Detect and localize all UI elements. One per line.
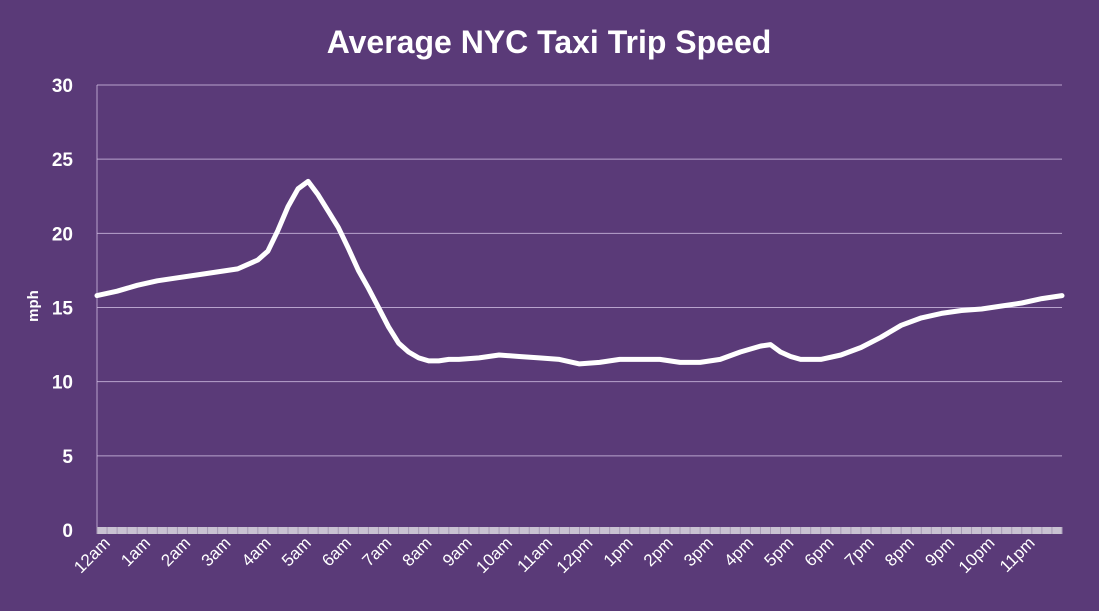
series-line-0 — [94, 178, 1065, 367]
x-tick-label-5pm: 5pm — [761, 533, 798, 570]
x-tick-label-12am: 12am — [70, 533, 114, 577]
y-tick-label-15: 15 — [52, 299, 74, 320]
x-tick-label-2am: 2am — [157, 533, 194, 570]
x-tick-label-10pm: 10pm — [955, 533, 999, 577]
x-tick-label-10am: 10am — [472, 533, 516, 577]
x-tick-label-9pm: 9pm — [921, 533, 958, 570]
x-tick-label-7am: 7am — [358, 533, 395, 570]
x-tick-label-7pm: 7pm — [841, 533, 878, 570]
x-tick-label-8am: 8am — [399, 533, 436, 570]
y-tick-labels: 0 5 10 15 20 25 30 — [52, 76, 74, 542]
x-tick-label-11pm: 11pm — [996, 533, 1039, 576]
y-axis-label: mph — [25, 290, 42, 322]
x-tick-label-2pm: 2pm — [640, 533, 677, 570]
x-tick-label-3pm: 3pm — [680, 533, 717, 570]
y-tick-label-20: 20 — [52, 224, 73, 245]
y-tick-label-5: 5 — [62, 447, 73, 468]
grid-lines — [97, 84, 1062, 457]
x-tick-label-8pm: 8pm — [881, 533, 918, 570]
series-layer — [94, 178, 1065, 367]
chart-title: Average NYC Taxi Trip Speed — [327, 24, 772, 60]
x-tick-label-3am: 3am — [198, 533, 235, 570]
y-tick-label-30: 30 — [52, 76, 73, 97]
axes — [96, 85, 1063, 534]
x-tick-label-1pm: 1pm — [600, 533, 637, 570]
x-tick-label-4am: 4am — [238, 533, 275, 570]
x-tick-label-11am: 11am — [514, 533, 557, 576]
y-tick-label-0: 0 — [62, 521, 73, 542]
x-tick-label-4pm: 4pm — [720, 533, 757, 570]
x-tick-label-6am: 6am — [318, 533, 355, 570]
x-tick-label-1am: 1am — [117, 533, 154, 570]
y-tick-label-25: 25 — [52, 150, 74, 171]
x-tick-label-9am: 9am — [439, 533, 476, 570]
x-tick-labels: 12am 1am 2am 3am 4am 5am 6am 7am 8am 9am10am11am1… — [70, 533, 1038, 577]
x-tick-label-6pm: 6pm — [801, 533, 838, 570]
x-tick-label-5am: 5am — [278, 533, 315, 570]
y-tick-label-10: 10 — [52, 373, 73, 394]
x-tick-label-12pm: 12pm — [553, 533, 597, 577]
